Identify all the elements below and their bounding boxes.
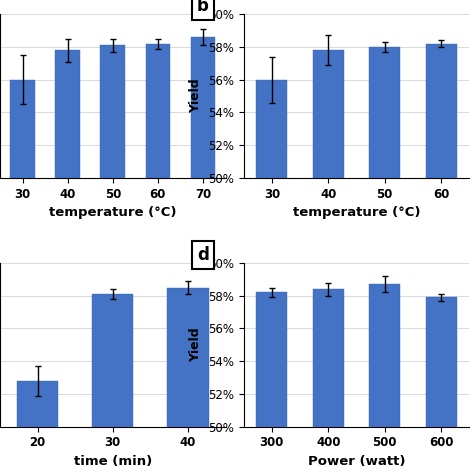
X-axis label: temperature (°C): temperature (°C)	[293, 206, 420, 219]
Bar	[426, 297, 456, 427]
Bar	[426, 44, 456, 178]
Bar	[92, 294, 134, 427]
Text: b: b	[197, 0, 209, 15]
Bar	[369, 284, 400, 427]
X-axis label: temperature (°C): temperature (°C)	[49, 206, 176, 219]
Bar	[256, 80, 287, 178]
Bar	[256, 292, 287, 427]
Y-axis label: Yield: Yield	[190, 79, 202, 113]
Y-axis label: Yield: Yield	[190, 328, 202, 362]
Text: d: d	[197, 246, 209, 264]
Bar	[313, 289, 344, 427]
Bar	[369, 47, 400, 178]
Bar	[17, 381, 58, 427]
Bar	[55, 50, 80, 178]
Bar	[10, 80, 35, 178]
X-axis label: time (min): time (min)	[73, 455, 152, 468]
Bar	[191, 37, 216, 178]
X-axis label: Power (watt): Power (watt)	[308, 455, 405, 468]
Bar	[167, 288, 209, 427]
Bar	[100, 46, 125, 178]
Bar	[146, 44, 170, 178]
Bar	[313, 50, 344, 178]
